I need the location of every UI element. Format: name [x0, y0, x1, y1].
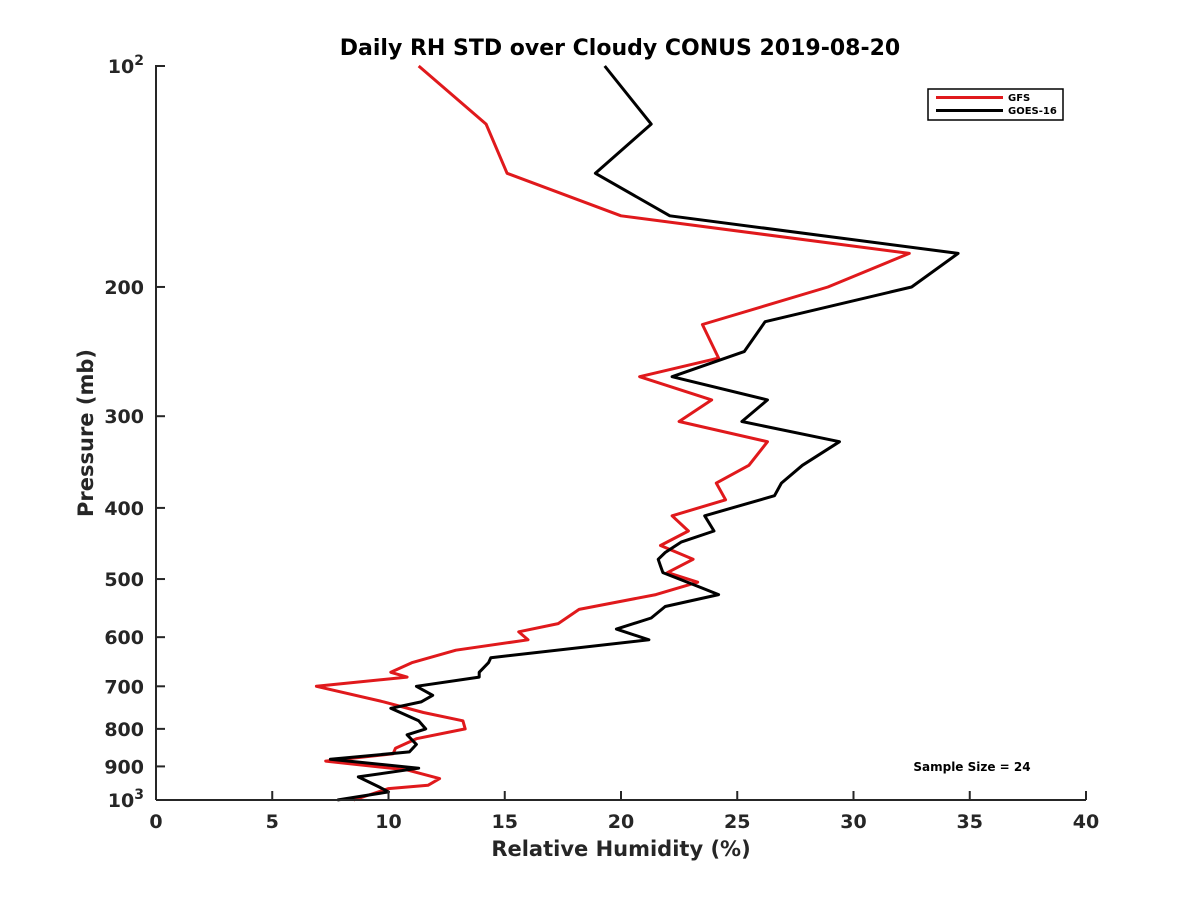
x-tick-label: 40	[1073, 811, 1099, 833]
y-axis-label: Pressure (mb)	[74, 349, 98, 517]
legend-box	[927, 88, 1064, 121]
y-tick-label: 900	[104, 756, 144, 778]
series-layer	[314, 64, 960, 802]
x-tick-label: 5	[266, 811, 279, 833]
x-tick-label: 0	[149, 811, 162, 833]
x-tick-label: 15	[492, 811, 518, 833]
y-tick-label: 500	[104, 569, 144, 591]
legend-label-gfs: GFS	[1008, 93, 1030, 104]
y-tick-label: 600	[104, 627, 144, 649]
y-tick-label: 103	[108, 787, 144, 812]
x-tick-label: 25	[724, 811, 750, 833]
series-line-goes16	[328, 65, 960, 802]
legend-label-goes16: GOES-16	[1008, 106, 1057, 117]
y-tick-label: 102	[108, 53, 144, 78]
x-axis-label: Relative Humidity (%)	[491, 837, 750, 861]
x-tick-label: 20	[608, 811, 634, 833]
y-tick-label: 400	[104, 498, 144, 520]
y-tick-label: 800	[104, 719, 144, 741]
x-tick-label: 30	[840, 811, 866, 833]
x-tick-label: 35	[957, 811, 983, 833]
y-axis-ticks: 102 200 300 400 500 600 700 800 900 103	[104, 53, 165, 812]
legend: GFS GOES-16	[927, 88, 1064, 121]
chart-title: Daily RH STD over Cloudy CONUS 2019-08-2…	[340, 36, 900, 61]
x-axis-ticks: 0 5 10 15 20 25 30 35 40	[149, 791, 1099, 833]
series-line-gfs	[314, 64, 911, 802]
y-tick-label: 200	[104, 277, 144, 299]
sample-size-annotation: Sample Size = 24	[913, 760, 1030, 774]
x-tick-label: 10	[375, 811, 401, 833]
y-tick-label: 700	[104, 676, 144, 698]
y-tick-label: 300	[104, 406, 144, 428]
